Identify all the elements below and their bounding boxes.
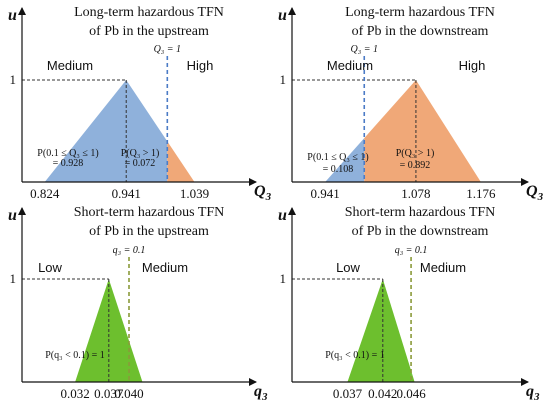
- x-tick-label-2: 0.042: [368, 386, 397, 401]
- x-axis-label: q3: [254, 383, 268, 402]
- region-label-left: Low: [38, 260, 62, 275]
- x-axis-label: q3: [526, 383, 540, 402]
- x-tick-label-2: 1.078: [401, 186, 430, 201]
- x-tick-label-3: 0.046: [396, 386, 426, 401]
- probability-annotation-2: P(Q₃ > 1): [396, 148, 435, 159]
- threshold-label: Q₃ = 1: [154, 44, 181, 55]
- region-label-right: High: [459, 58, 486, 73]
- tfn-area-right: [364, 80, 481, 182]
- region-label-left: Medium: [47, 58, 93, 73]
- probability-value-1: = 0.108: [323, 164, 354, 175]
- x-tick-label-3: 0.040: [114, 386, 143, 401]
- chart-title-line-1: Long-term hazardous TFN: [74, 5, 224, 20]
- threshold-label: q₃ = 0.1: [395, 245, 428, 256]
- tfn-area-left: [325, 138, 365, 182]
- threshold-label: Q₃ = 1: [351, 44, 378, 55]
- probability-annotation-1: P(q₃ < 0.1) = 1: [45, 350, 105, 361]
- chart-title-line-1: Long-term hazardous TFN: [345, 5, 495, 20]
- x-tick-label-2: 0.941: [112, 186, 141, 201]
- y-tick-label: 1: [280, 271, 287, 286]
- y-tick-label: 1: [280, 72, 287, 87]
- tfn-area-right: [411, 370, 415, 382]
- y-tick-label: 1: [10, 72, 17, 87]
- y-axis-label: u: [278, 7, 287, 24]
- tfn-area-left: [347, 279, 412, 382]
- chart-title-line-2: of Pb in the upstream: [89, 224, 209, 239]
- threshold-label: q₃ = 0.1: [113, 245, 146, 256]
- region-label-left: Medium: [327, 58, 373, 73]
- chart-title-line-2: of Pb in the downstream: [352, 224, 489, 239]
- probability-annotation-2: P(Q₃ > 1): [121, 148, 160, 159]
- x-tick-label-3: 1.039: [180, 186, 209, 201]
- probability-annotation-1: P(0.1 ≤ Q₃ ≤ 1): [307, 152, 368, 163]
- chart-title-line-2: of Pb in the upstream: [89, 24, 209, 39]
- probability-annotation-1: P(0.1 ≤ Q₃ ≤ 1): [37, 148, 98, 159]
- tfn-area-left: [75, 279, 129, 382]
- region-label-left: Low: [336, 260, 360, 275]
- x-axis-label: Q3: [254, 183, 272, 203]
- x-tick-label-1: 0.032: [61, 386, 90, 401]
- chart-title-line-2: of Pb in the downstream: [352, 24, 489, 39]
- y-axis-label: u: [8, 207, 17, 224]
- x-tick-label-1: 0.941: [311, 186, 340, 201]
- x-axis-label-subscript: 3: [265, 191, 272, 203]
- x-axis-label-subscript: 3: [537, 191, 544, 203]
- tfn-area-right: [167, 141, 195, 182]
- y-axis-label: u: [278, 207, 287, 224]
- region-label-right: Medium: [420, 260, 466, 275]
- region-label-right: Medium: [142, 260, 188, 275]
- x-tick-label-1: 0.824: [30, 186, 60, 201]
- x-tick-label-3: 1.176: [466, 186, 496, 201]
- tfn-area-left: [44, 80, 168, 182]
- chart-panel-2: Long-term hazardous TFN of Pb in the down…: [278, 5, 544, 203]
- y-tick-label: 1: [10, 271, 17, 286]
- x-axis-label: Q3: [526, 183, 544, 203]
- tfn-area-right: [129, 340, 143, 382]
- chart-title-line-1: Short-term hazardous TFN: [74, 205, 225, 220]
- probability-value-1: = 0.928: [53, 158, 84, 169]
- probability-value-2: = 0.892: [400, 160, 431, 171]
- probability-annotation-1: P(q₃ < 0.1) = 1: [325, 350, 385, 361]
- chart-panel-3: Short-term hazardous TFN of Pb in the ups…: [8, 205, 268, 402]
- x-tick-label-2: 0.037: [94, 386, 124, 401]
- x-axis-label-subscript: 3: [533, 391, 540, 402]
- x-axis-label-subscript: 3: [261, 391, 268, 402]
- chart-title-line-1: Short-term hazardous TFN: [345, 205, 496, 220]
- chart-panel-4: Short-term hazardous TFN of Pb in the dow…: [278, 205, 540, 402]
- chart-panel-1: Long-term hazardous TFN of Pb in the upst…: [8, 5, 272, 203]
- y-axis-label: u: [8, 7, 17, 24]
- probability-value-2: = 0.072: [125, 158, 156, 169]
- x-tick-label-1: 0.037: [333, 386, 363, 401]
- region-label-right: High: [187, 58, 214, 73]
